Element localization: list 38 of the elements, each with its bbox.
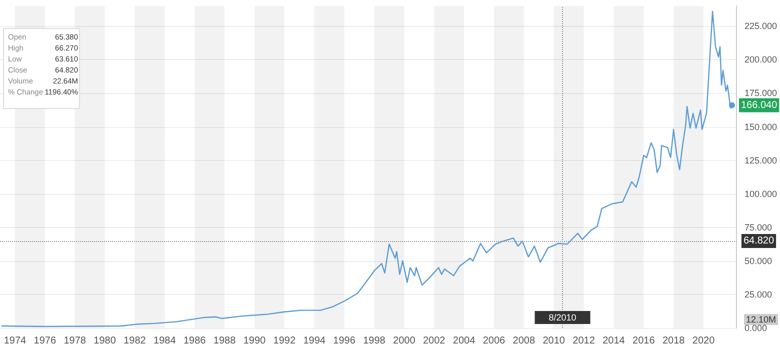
x-tick-label: 2002 (422, 336, 446, 346)
annotation: 8/2010 (548, 312, 576, 322)
x-tick-label: 2014 (602, 336, 626, 346)
y-tick-label: 125.000 (744, 155, 778, 166)
y-tick-label: 200.000 (744, 54, 778, 65)
y-tick-label: 50.000 (744, 256, 772, 266)
x-tick-label: 2000 (393, 336, 416, 346)
x-tick-label: 1984 (154, 336, 176, 346)
text: 12.10M (746, 314, 776, 324)
x-tick-label: 1990 (243, 336, 266, 346)
x-tick-label: 2018 (662, 336, 686, 346)
y-tick-label: 100.000 (744, 188, 778, 199)
ref-line-label: 64.820 (743, 236, 774, 247)
x-tick-label: 1974 (4, 336, 27, 346)
x-tick-label: 1992 (273, 336, 296, 346)
y-tick-label: 75.000 (744, 222, 772, 232)
x-tick-label: 1978 (64, 336, 86, 346)
x-tick-label: 2004 (452, 336, 476, 346)
x-tick-label: 1994 (303, 336, 326, 346)
y-tick-label: 150.000 (744, 122, 778, 132)
x-tick-label: 1986 (183, 336, 206, 346)
x-tick-label: 2016 (632, 336, 656, 346)
x-tick-label: 2012 (572, 336, 596, 346)
y-tick-label: 225.000 (744, 21, 778, 32)
y-tick-label: 25.000 (744, 289, 772, 300)
x-tick-label: 2010 (542, 336, 566, 346)
x-tick-label: 2006 (482, 336, 506, 346)
x-tick-label: 1996 (333, 336, 356, 346)
y-tick-label: 0.000 (744, 323, 767, 333)
x-tick-label: 1998 (363, 336, 386, 346)
y-tick-label: 175.000 (744, 88, 778, 98)
x-tick-label: 1982 (124, 336, 146, 346)
x-tick-label: 1980 (94, 336, 116, 346)
x-tick-label: 2020 (692, 336, 716, 346)
x-tick-label: 1976 (34, 336, 56, 346)
x-tick-label: 1988 (213, 336, 236, 346)
annotation: 166.040 (740, 100, 778, 111)
x-tick-label: 2008 (512, 336, 536, 346)
